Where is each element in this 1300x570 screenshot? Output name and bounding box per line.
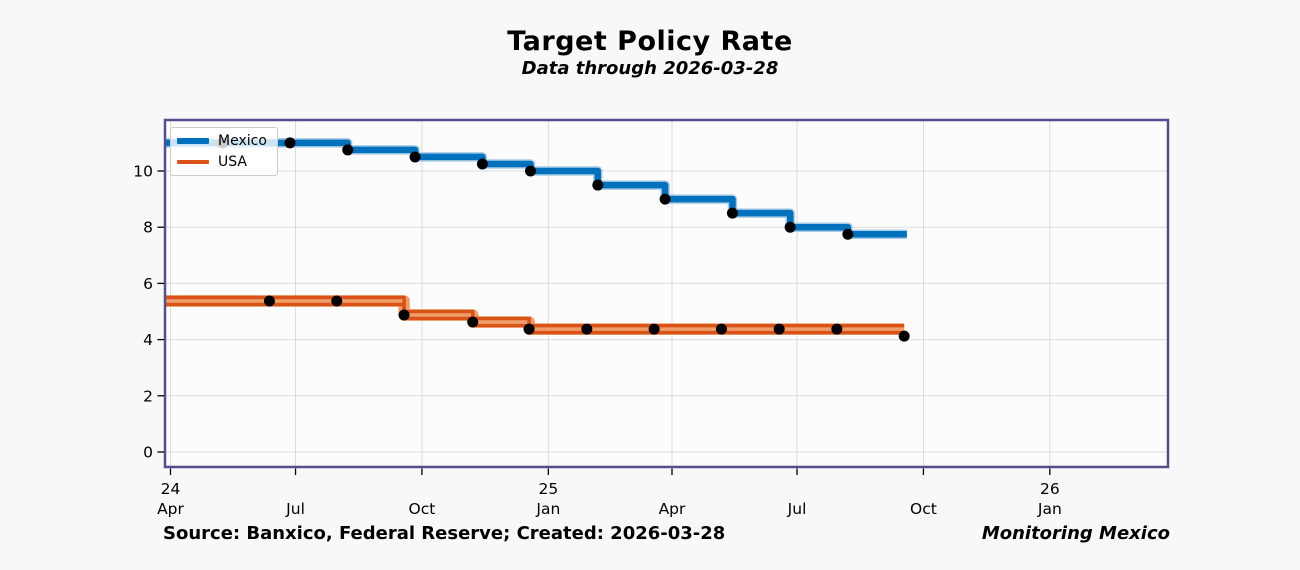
mexico-decision-dot (592, 179, 604, 191)
legend: Mexico USA (170, 127, 278, 176)
x-tick-month-label: Jan (535, 500, 560, 518)
y-tick-label: 6 (143, 275, 153, 293)
usa-line-swatch (177, 160, 209, 164)
usa-decision-dot (581, 323, 593, 335)
usa-decision-dot (263, 295, 275, 307)
footer-source: Source: Banxico, Federal Reserve; Create… (163, 523, 726, 544)
usa-decision-dot (523, 323, 535, 335)
mexico-decision-dot (842, 228, 854, 240)
chart-title: Target Policy Rate (507, 26, 793, 57)
usa-decision-dot (331, 295, 343, 307)
chart-subtitle: Data through 2026-03-28 (521, 58, 779, 79)
plot-border (163, 118, 1170, 469)
x-tick-month-label: Apr (659, 500, 686, 518)
mexico-decision-dot (726, 207, 738, 219)
usa-decision-dot (648, 323, 660, 335)
x-tick-month-label: Jan (1037, 500, 1062, 518)
mexico-decision-dot (476, 158, 488, 170)
mexico-decision-dot (342, 144, 354, 156)
mexico-decision-dot (524, 165, 536, 177)
usa-decision-dot (467, 316, 479, 328)
plot-area (165, 120, 1168, 467)
legend-label-mexico: Mexico (218, 133, 267, 149)
usa-decision-dot (831, 323, 843, 335)
x-tick-year-label: 25 (538, 480, 558, 498)
x-tick-month-label: Oct (409, 500, 436, 518)
y-tick-label: 2 (143, 387, 153, 405)
mexico-decision-dot (409, 151, 421, 163)
mexico-decision-dot (784, 221, 796, 233)
legend-item-mexico: Mexico (177, 133, 267, 149)
x-tick-month-label: Apr (157, 500, 184, 518)
x-tick-month-label: Oct (910, 500, 937, 518)
x-tick-month-label: Jul (285, 500, 305, 518)
usa-decision-dot (398, 309, 410, 321)
footer-brand: Monitoring Mexico (981, 523, 1170, 544)
mexico-line-swatch (177, 138, 209, 144)
x-tick-month-label: Jul (787, 500, 807, 518)
x-tick-year-label: 26 (1040, 480, 1060, 498)
mexico-decision-dot (659, 193, 671, 205)
usa-decision-dot (898, 330, 910, 342)
usa-decision-dot (773, 323, 785, 335)
y-tick-label: 8 (143, 219, 153, 237)
mexico-decision-dot (284, 137, 296, 149)
x-tick-year-label: 24 (161, 480, 181, 498)
y-tick-label: 0 (143, 444, 153, 462)
usa-decision-dot (715, 323, 727, 335)
y-tick-label: 10 (133, 163, 153, 181)
legend-label-usa: USA (218, 154, 247, 170)
y-tick-label: 4 (143, 331, 153, 349)
legend-item-usa: USA (177, 154, 267, 170)
